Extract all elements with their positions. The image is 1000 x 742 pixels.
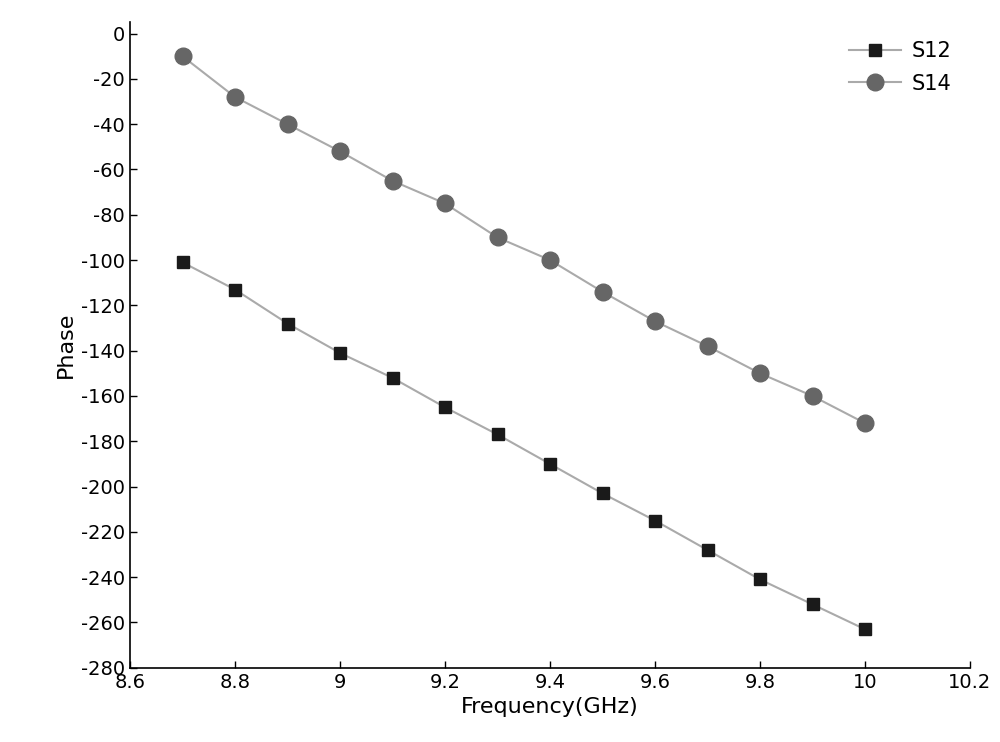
S12 (386, 373, 398, 382)
S14 (806, 392, 818, 401)
Line: S14: S14 (174, 48, 873, 432)
S14 (282, 119, 294, 128)
X-axis label: Frequency(GHz): Frequency(GHz) (461, 697, 639, 718)
S14 (859, 418, 871, 427)
S12 (702, 545, 714, 554)
S14 (544, 256, 556, 265)
Legend: S12, S14: S12, S14 (841, 33, 960, 102)
S12 (282, 319, 294, 328)
S12 (229, 285, 241, 294)
S14 (649, 317, 661, 326)
S12 (859, 625, 871, 634)
Line: S12: S12 (176, 256, 871, 636)
S14 (492, 233, 504, 242)
S12 (806, 600, 818, 609)
S12 (176, 258, 188, 267)
S14 (229, 93, 241, 102)
S14 (439, 199, 451, 208)
S12 (754, 575, 766, 584)
S12 (596, 489, 608, 498)
S14 (334, 147, 346, 156)
S12 (649, 516, 661, 525)
S14 (176, 52, 188, 61)
S14 (386, 177, 398, 186)
S14 (596, 287, 608, 296)
S12 (334, 349, 346, 358)
S12 (544, 459, 556, 468)
S12 (439, 403, 451, 412)
S12 (492, 430, 504, 439)
S14 (754, 369, 766, 378)
S14 (702, 342, 714, 351)
Y-axis label: Phase: Phase (55, 312, 75, 378)
